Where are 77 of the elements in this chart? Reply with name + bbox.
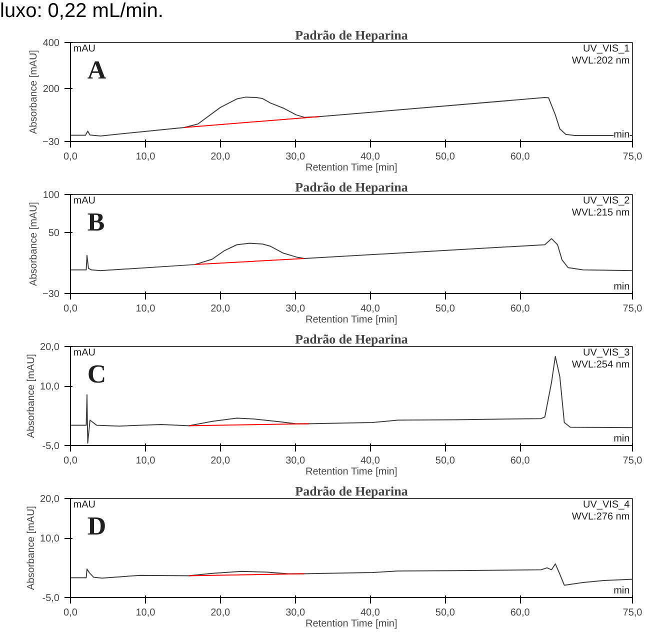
y-tick-label: -5,0 bbox=[42, 441, 60, 452]
x-axis-title: Retention Time [min] bbox=[306, 314, 398, 326]
x-tick-label: 10,0 bbox=[136, 608, 156, 618]
x-tick-label: 60,0 bbox=[510, 608, 530, 618]
chart-title: Padrão de Heparina bbox=[295, 484, 408, 498]
annotation: C bbox=[87, 360, 106, 389]
x-tick-label: 75,0 bbox=[622, 152, 643, 162]
annotation: mAU bbox=[73, 195, 96, 206]
x-tick-label: 75,0 bbox=[622, 456, 643, 466]
x-tick-label: 10,0 bbox=[136, 152, 156, 162]
x-tick-label: 30,0 bbox=[286, 608, 306, 618]
x-tick-label: 20,0 bbox=[210, 608, 231, 618]
x-tick-label: 50,0 bbox=[435, 456, 456, 466]
x-tick-label: 30,0 bbox=[286, 152, 306, 162]
annotation: min bbox=[614, 586, 630, 597]
x-axis-title: Retention Time [min] bbox=[306, 162, 398, 174]
y-tick-label: 20,0 bbox=[40, 342, 60, 353]
x-tick-label: 60,0 bbox=[510, 304, 530, 314]
annotation: mAU bbox=[73, 43, 96, 54]
annotation: WVL:276 nm bbox=[572, 511, 630, 522]
x-tick-label: 50,0 bbox=[435, 152, 456, 162]
annotation: min bbox=[614, 130, 630, 141]
annotation: WVL:202 nm bbox=[572, 55, 630, 66]
y-tick-label: 400 bbox=[42, 38, 60, 49]
x-tick-label: 75,0 bbox=[622, 608, 643, 618]
y-tick-label: -5,0 bbox=[42, 593, 60, 604]
x-axis-title: Retention Time [min] bbox=[306, 618, 398, 630]
x-tick-label: 30,0 bbox=[286, 304, 306, 314]
chart-title: Padrão de Heparina bbox=[295, 180, 408, 194]
y-axis-title: Absorbance [mAU] bbox=[26, 506, 38, 590]
annotation: WVL:215 nm bbox=[572, 207, 630, 218]
x-tick-label: 10,0 bbox=[136, 456, 156, 466]
x-tick-label: 50,0 bbox=[435, 608, 456, 618]
annotation: WVL:254 nm bbox=[572, 359, 630, 370]
x-tick-label: 20,0 bbox=[210, 152, 231, 162]
x-tick-label: 20,0 bbox=[210, 456, 231, 466]
y-axis-title: Absorbance [mAU] bbox=[28, 202, 40, 286]
y-tick-label: −30 bbox=[42, 289, 60, 300]
x-tick-label: 30,0 bbox=[286, 456, 306, 466]
x-tick-label: 40,0 bbox=[360, 152, 380, 162]
x-tick-label: 40,0 bbox=[360, 456, 380, 466]
x-axis-title: Retention Time [min] bbox=[306, 466, 398, 478]
x-tick-label: 20,0 bbox=[210, 304, 231, 314]
y-axis-title: Absorbance [mAU] bbox=[28, 50, 40, 134]
y-tick-label: 20,0 bbox=[40, 494, 60, 505]
chart-title: Padrão de Heparina bbox=[295, 28, 408, 42]
annotation: UV_VIS_1 bbox=[582, 43, 630, 54]
annotation: D bbox=[87, 512, 106, 541]
annotation: UV_VIS_4 bbox=[582, 499, 630, 510]
annotation: UV_VIS_3 bbox=[582, 347, 630, 358]
y-tick-label: 100 bbox=[42, 190, 60, 201]
annotation: B bbox=[87, 208, 105, 237]
y-tick-label: 50 bbox=[48, 228, 60, 240]
x-tick-label: 60,0 bbox=[510, 456, 530, 466]
x-tick-label: 60,0 bbox=[510, 152, 530, 162]
y-axis-title: Absorbance [mAU] bbox=[26, 354, 38, 438]
annotation: A bbox=[87, 56, 106, 85]
y-tick-label: −30 bbox=[42, 137, 60, 148]
y-tick-label: 200 bbox=[42, 84, 60, 96]
x-tick-label: 75,0 bbox=[622, 304, 643, 314]
y-tick-label: 10,0 bbox=[40, 382, 60, 393]
x-tick-label: 40,0 bbox=[360, 304, 380, 314]
annotation: min bbox=[614, 434, 630, 445]
x-tick-label: 0,0 bbox=[64, 456, 78, 466]
y-tick-label: 10,0 bbox=[40, 534, 60, 545]
annotation: min bbox=[614, 282, 630, 293]
chart-title: Padrão de Heparina bbox=[295, 332, 408, 346]
x-tick-label: 0,0 bbox=[64, 304, 78, 314]
x-tick-label: 40,0 bbox=[360, 608, 380, 618]
annotation: UV_VIS_2 bbox=[582, 195, 630, 206]
x-tick-label: 0,0 bbox=[64, 152, 78, 162]
x-tick-label: 10,0 bbox=[136, 304, 156, 314]
x-tick-label: 50,0 bbox=[435, 304, 456, 314]
annotation: mAU bbox=[73, 499, 96, 510]
annotation: mAU bbox=[73, 347, 96, 358]
x-tick-label: 0,0 bbox=[64, 608, 78, 618]
text: luxo: 0,22 mL/min. bbox=[0, 0, 164, 22]
